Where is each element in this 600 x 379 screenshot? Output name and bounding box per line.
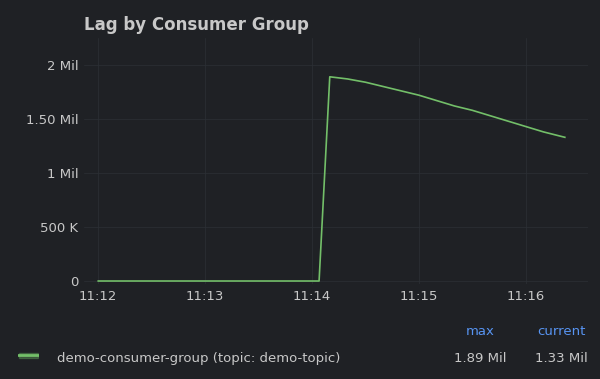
Text: current: current: [537, 326, 585, 338]
Text: 1.89 Mil: 1.89 Mil: [454, 352, 506, 365]
Text: Lag by Consumer Group: Lag by Consumer Group: [84, 16, 309, 34]
Text: 1.33 Mil: 1.33 Mil: [535, 352, 587, 365]
Text: max: max: [466, 326, 494, 338]
Bar: [19, 353, 38, 358]
Text: demo-consumer-group (topic: demo-topic): demo-consumer-group (topic: demo-topic): [57, 352, 340, 365]
